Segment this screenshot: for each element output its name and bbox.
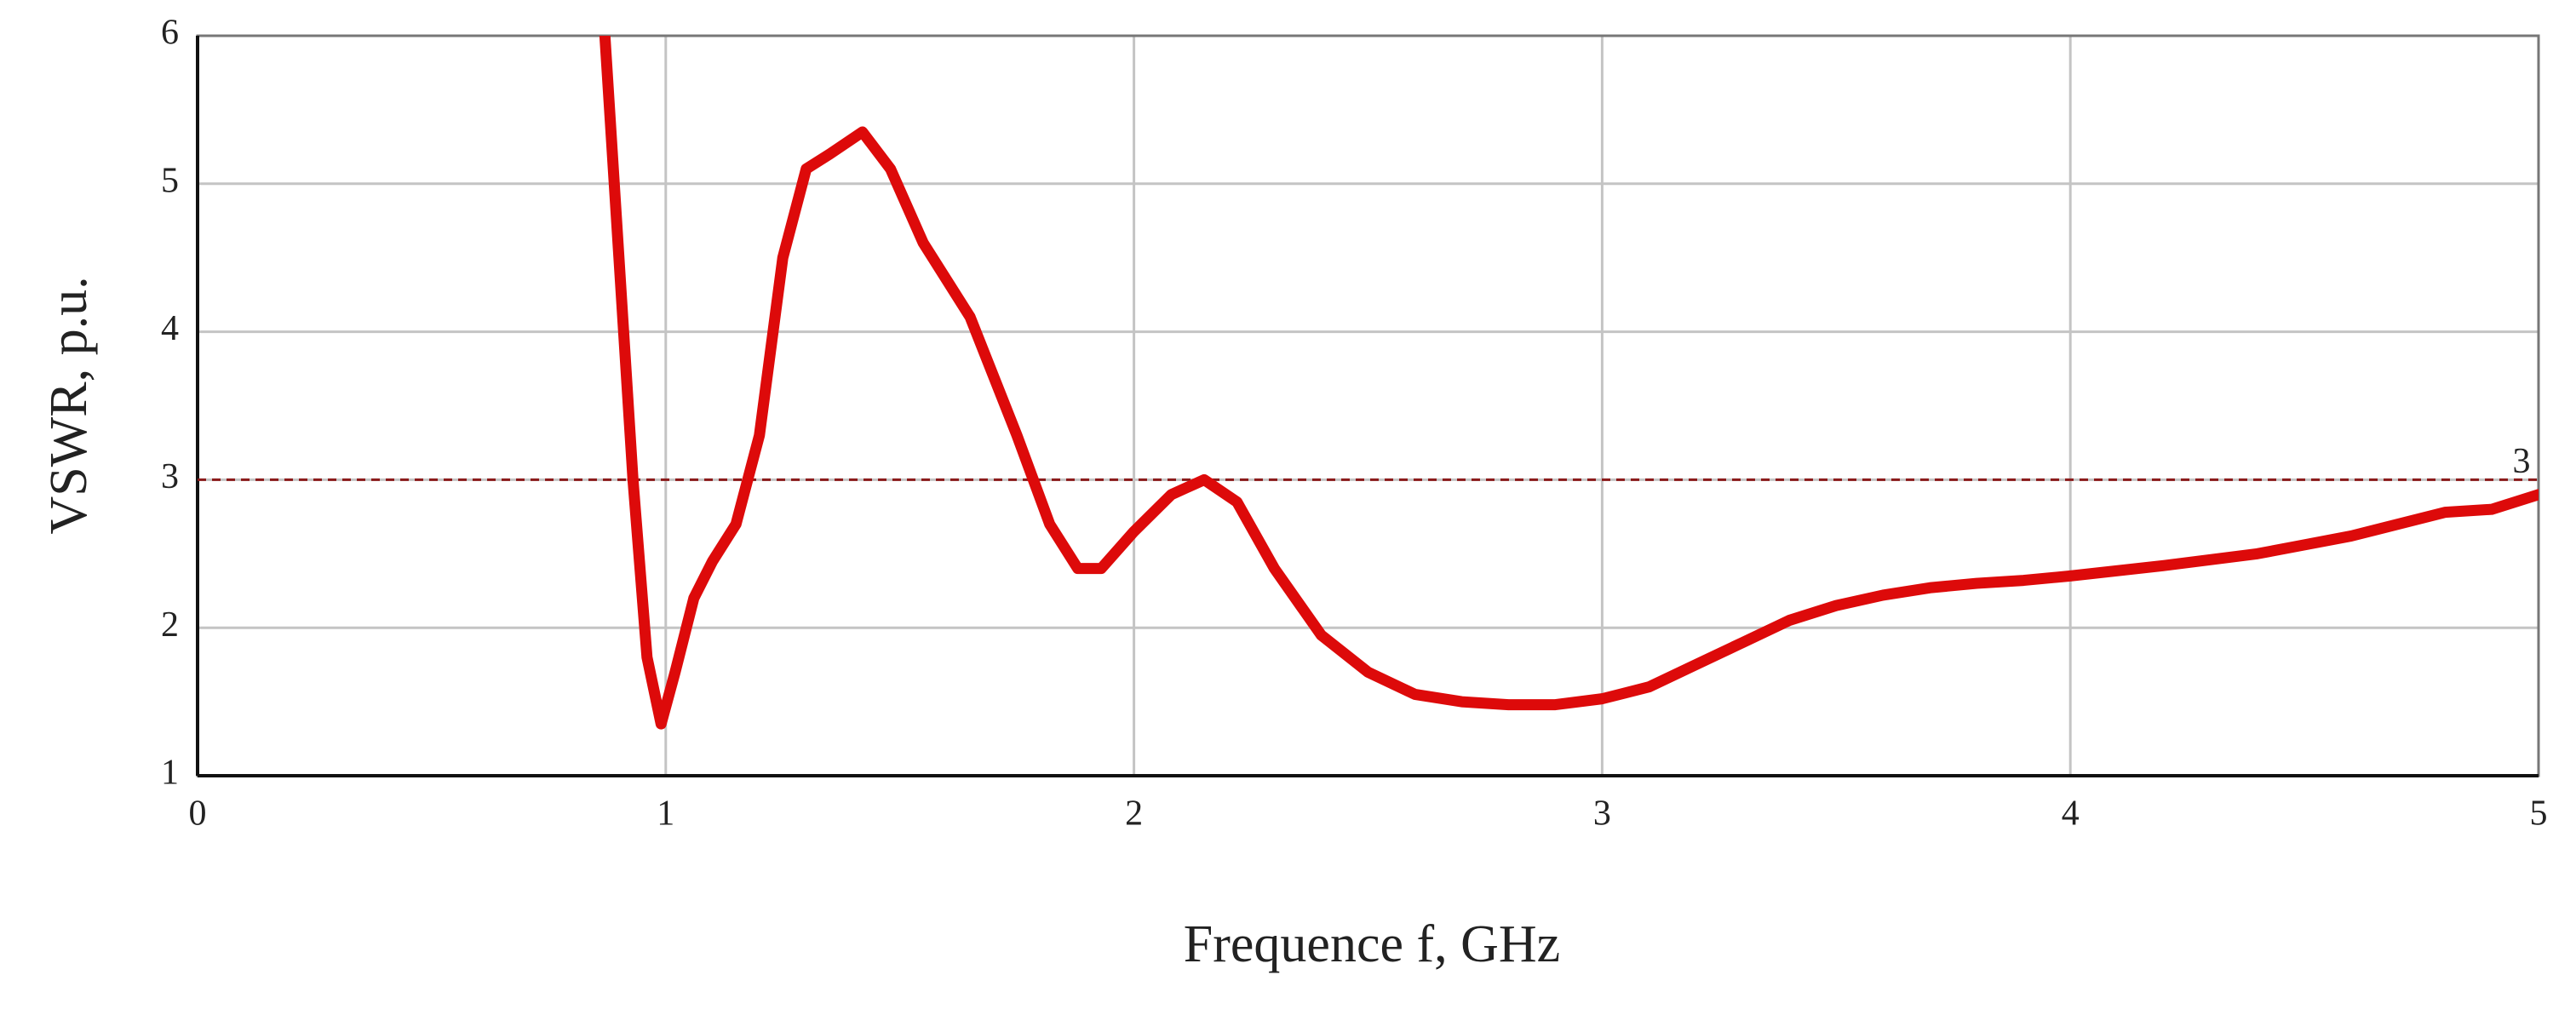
y-tick-label: 2 [161,605,179,645]
plot-frame [196,34,2540,777]
x-tick-label: 5 [2530,794,2548,834]
reference-label: 3 [2513,442,2531,481]
y-tick-label: 6 [161,14,179,53]
y-tick-label: 1 [161,754,179,793]
x-axis-label: Frequence f, GHz [1184,915,1560,973]
x-tick-label: 2 [1125,794,1143,834]
x-tick-label: 3 [1593,794,1611,834]
x-tick-label: 0 [189,794,207,834]
y-axis-label: VSWR, p.u. [40,276,98,534]
data-line [599,36,2539,730]
y-tick-label: 5 [161,161,179,200]
x-tick-label: 1 [657,794,674,834]
x-tick-label: 4 [2062,794,2080,834]
y-tick-label: 3 [161,457,179,496]
y-tick-label: 4 [161,309,179,348]
